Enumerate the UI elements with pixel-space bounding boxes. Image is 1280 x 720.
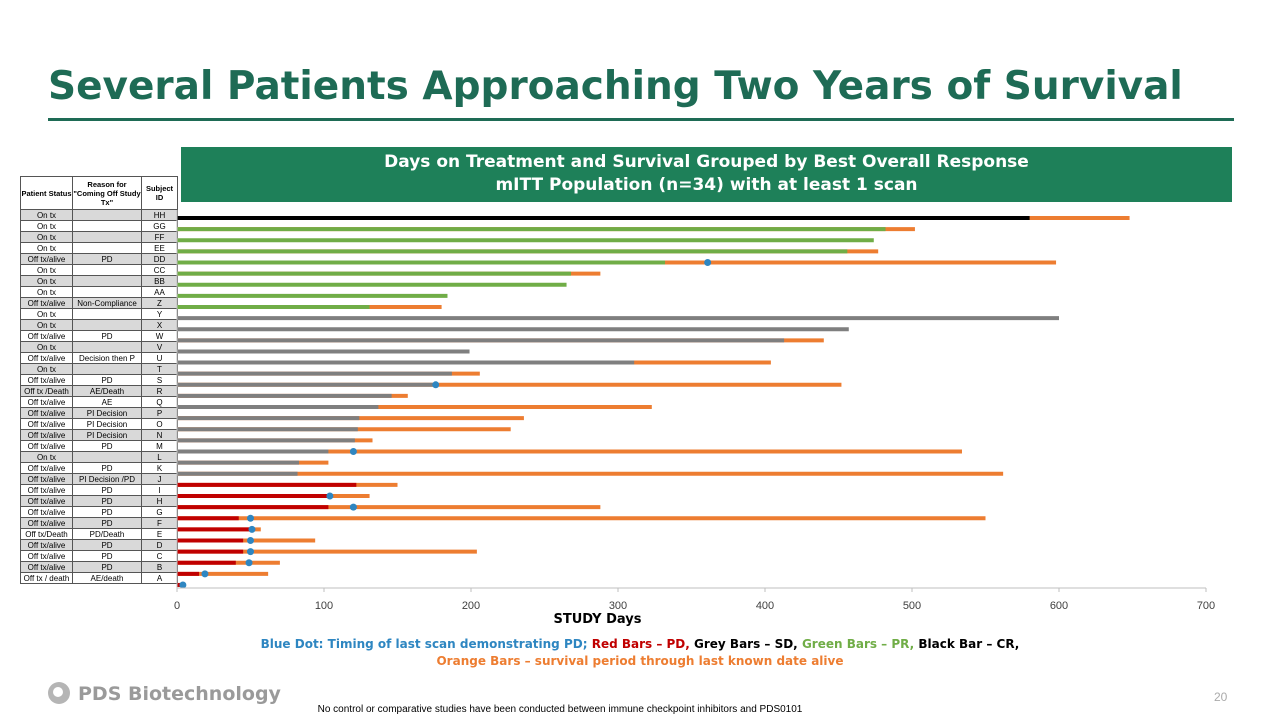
- legend-line-1: Blue Dot: Timing of last scan demonstrat…: [0, 637, 1280, 651]
- table-row: Off tx/alive PD G: [20, 506, 178, 518]
- table-row: On tx EE: [20, 242, 178, 254]
- pd-scan-dot-E: [247, 536, 254, 544]
- pd-scan-dot-B: [201, 570, 209, 578]
- table-row: Off tx/alive PD M: [20, 440, 178, 452]
- cell-patient-status: Off tx / death: [20, 572, 73, 584]
- table-row: On tx GG: [20, 220, 178, 232]
- table-row: Off tx/alive PI Decision P: [20, 407, 178, 419]
- cell-reason: PD: [72, 550, 142, 562]
- table-row: Off tx/alive PD W: [20, 330, 178, 342]
- cell-subject-id: Q: [141, 396, 178, 408]
- cell-patient-status: Off tx/alive: [20, 495, 73, 507]
- pd-scan-dot-F: [248, 525, 256, 533]
- x-tick-label: 100: [315, 600, 333, 612]
- slide-title: Several Patients Approaching Two Years o…: [48, 64, 1183, 109]
- table-row: Off tx/alive PD C: [20, 550, 178, 562]
- table-row: On tx AA: [20, 286, 178, 298]
- title-underline: [48, 118, 1234, 121]
- pd-scan-dot-A: [179, 581, 187, 589]
- x-tick-label: 500: [903, 600, 921, 612]
- logo-mark-icon: [48, 682, 70, 704]
- legend-red: Red Bars – PD,: [591, 637, 690, 651]
- table-row: On tx CC: [20, 264, 178, 276]
- chart-title-banner: Days on Treatment and Survival Grouped b…: [181, 147, 1232, 202]
- table-row: Off tx / death AE/death A: [20, 572, 178, 584]
- table-row: Off tx/alive PD B: [20, 561, 178, 573]
- header-reason: Reason for "Coming Off Study Tx": [72, 176, 142, 210]
- cell-subject-id: X: [141, 319, 178, 331]
- pd-scan-dot-S: [432, 381, 440, 389]
- x-tick-label: 700: [1197, 600, 1215, 612]
- pd-scan-dot-DD: [704, 258, 712, 266]
- x-tick-label: 400: [756, 600, 774, 612]
- pd-scan-dot-C: [245, 559, 253, 567]
- table-row: Off tx/alive PI Decision O: [20, 418, 178, 430]
- chart-title-line-2: mITT Population (n=34) with at least 1 s…: [495, 175, 918, 195]
- legend-blue: Blue Dot: Timing of last scan demonstrat…: [260, 637, 588, 651]
- x-axis-label: STUDY Days: [554, 612, 642, 627]
- table-row: Off tx/alive PD DD: [20, 253, 178, 265]
- pd-scan-dot-D: [247, 548, 254, 556]
- x-tick-label: 600: [1050, 600, 1068, 612]
- pd-scan-dot-H: [349, 503, 357, 511]
- table-row: Off tx/alive PD S: [20, 374, 178, 386]
- legend-grey: Grey Bars – SD,: [694, 637, 798, 651]
- cell-reason: AE/death: [72, 572, 142, 584]
- page-number: 20: [1214, 690, 1228, 704]
- table-row: Off tx/alive AE Q: [20, 396, 178, 408]
- legend-green: Green Bars – PR,: [801, 637, 915, 651]
- logo-text: PDS Biotechnology: [78, 683, 281, 705]
- cell-subject-id: A: [141, 572, 178, 584]
- x-tick-label: 200: [462, 600, 480, 612]
- company-logo: PDS Biotechnology: [48, 682, 281, 705]
- pd-scan-dot-G: [247, 514, 254, 522]
- pd-scan-dot-I: [326, 492, 334, 500]
- legend-orange: Orange Bars – survival period through la…: [436, 654, 844, 668]
- table-row: Off tx/alive PD H: [20, 495, 178, 507]
- pd-scan-dot-M: [349, 448, 357, 456]
- table-row: Off tx/alive PI Decision /PD J: [20, 473, 178, 485]
- x-tick-label: 0: [174, 600, 180, 612]
- table-row: On tx HH: [20, 209, 178, 221]
- legend-black: Black Bar – CR,: [918, 637, 1020, 651]
- cell-subject-id: O: [141, 418, 178, 430]
- table-row: Off tx/alive Non-Compliance Z: [20, 297, 178, 309]
- table-row: On tx T: [20, 363, 178, 375]
- table-row: Off tx/alive PD D: [20, 539, 178, 551]
- x-tick-label: 300: [609, 600, 627, 612]
- table-row: Off tx /Death AE/Death R: [20, 385, 178, 397]
- chart-title-line-1: Days on Treatment and Survival Grouped b…: [384, 152, 1029, 172]
- disclaimer: No control or comparative studies have b…: [317, 704, 803, 715]
- header-subject-id: Subject ID: [141, 176, 178, 210]
